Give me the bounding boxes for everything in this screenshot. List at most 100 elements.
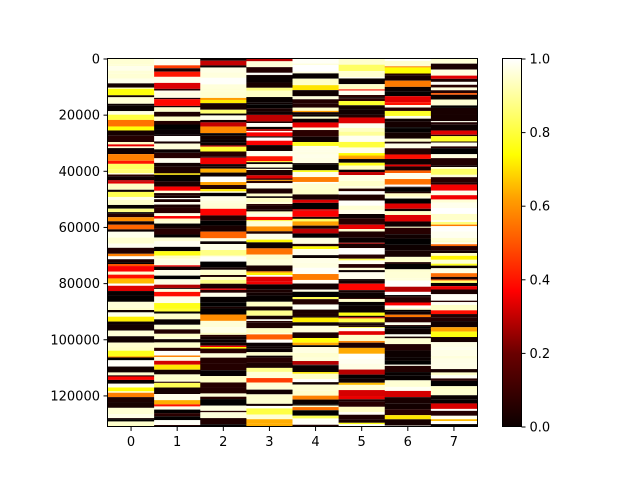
heatmap-cell bbox=[108, 95, 155, 98]
heatmap-cell bbox=[200, 168, 247, 173]
heatmap-cell bbox=[108, 78, 155, 84]
heatmap-cell bbox=[154, 221, 201, 224]
heatmap-cell bbox=[292, 90, 339, 97]
heatmap-cell bbox=[108, 383, 155, 388]
heatmap-cell bbox=[154, 82, 201, 89]
heatmap-cell bbox=[246, 72, 293, 75]
heatmap-cell bbox=[200, 72, 247, 78]
heatmap-cell bbox=[292, 145, 339, 152]
heatmap-cell bbox=[430, 59, 478, 64]
heatmap-cell bbox=[338, 224, 386, 230]
heatmap-cell bbox=[338, 214, 386, 219]
heatmap-cell bbox=[108, 66, 155, 71]
heatmap-cell bbox=[338, 331, 386, 335]
heatmap-cell bbox=[430, 213, 478, 221]
heatmap-cell bbox=[430, 174, 478, 178]
heatmap-cell bbox=[292, 73, 339, 79]
heatmap-cell bbox=[430, 403, 478, 409]
heatmap-cell bbox=[246, 74, 293, 76]
heatmap-cell bbox=[384, 390, 432, 398]
x-tick-label: 1 bbox=[173, 435, 181, 450]
heatmap-cell bbox=[246, 155, 293, 157]
heatmap-cell bbox=[384, 196, 432, 199]
heatmap-cell bbox=[154, 291, 201, 297]
heatmap-cell bbox=[292, 221, 339, 226]
heatmap-cell bbox=[430, 355, 478, 359]
heatmap-cell bbox=[246, 188, 293, 194]
heatmap-cell bbox=[246, 346, 293, 349]
heatmap-cell bbox=[430, 100, 478, 106]
heatmap-cell bbox=[246, 239, 293, 243]
heatmap-cell bbox=[154, 207, 201, 214]
heatmap-cell bbox=[108, 130, 155, 136]
heatmap-cell bbox=[108, 336, 155, 343]
heatmap-cell bbox=[200, 156, 247, 158]
heatmap-cell bbox=[292, 59, 339, 64]
heatmap-cell bbox=[200, 151, 247, 157]
heatmap-cell bbox=[108, 247, 155, 254]
heatmap-cell bbox=[154, 339, 201, 343]
heatmap-cell bbox=[154, 381, 201, 383]
heatmap-cell bbox=[384, 386, 432, 391]
heatmap-cell bbox=[384, 143, 432, 149]
heatmap-cell bbox=[338, 84, 386, 86]
heatmap-cell bbox=[108, 208, 155, 213]
heatmap-cell bbox=[292, 183, 339, 190]
colorbar-tick-label: 0.8 bbox=[530, 126, 551, 141]
heatmap-cell bbox=[338, 205, 386, 210]
heatmap-cell bbox=[292, 342, 339, 346]
heatmap-cell bbox=[430, 167, 478, 169]
heatmap-cell bbox=[200, 109, 247, 114]
heatmap-cell bbox=[246, 226, 293, 232]
heatmap-cell bbox=[246, 357, 293, 363]
heatmap-cell bbox=[246, 328, 293, 334]
heatmap-cell bbox=[246, 136, 293, 138]
heatmap-cell bbox=[246, 216, 293, 221]
heatmap-cell bbox=[384, 244, 432, 251]
heatmap-cell bbox=[108, 70, 155, 74]
heatmap-cell bbox=[200, 208, 247, 216]
heatmap-cell bbox=[108, 414, 155, 419]
heatmap-cell bbox=[154, 95, 201, 98]
heatmap-cell bbox=[246, 221, 293, 227]
heatmap-cell bbox=[338, 248, 386, 255]
heatmap-cell bbox=[108, 291, 155, 296]
heatmap-cell bbox=[430, 349, 478, 356]
heatmap-cell bbox=[154, 88, 201, 91]
heatmap-cell bbox=[154, 92, 201, 96]
heatmap-cell bbox=[108, 135, 155, 142]
heatmap-cell bbox=[108, 366, 155, 373]
heatmap-cell bbox=[292, 337, 339, 343]
heatmap-cell bbox=[338, 369, 386, 375]
heatmap-cell bbox=[108, 142, 155, 145]
heatmap-cell bbox=[384, 75, 432, 81]
heatmap-cell bbox=[108, 229, 155, 232]
heatmap-cell bbox=[430, 154, 478, 159]
heatmap-cell bbox=[292, 410, 339, 416]
heatmap-cell bbox=[246, 362, 293, 368]
heatmap-cell bbox=[200, 77, 247, 85]
heatmap-cell bbox=[292, 246, 339, 250]
heatmap-cell bbox=[108, 189, 155, 192]
y-tick-label: 40000 bbox=[59, 165, 100, 180]
heatmap-cell bbox=[108, 97, 155, 104]
heatmap-cell bbox=[384, 105, 432, 107]
heatmap-cell bbox=[384, 107, 432, 111]
heatmap-cell bbox=[384, 297, 432, 303]
heatmap-cell bbox=[430, 372, 478, 376]
heatmap-cell bbox=[108, 126, 155, 131]
heatmap-cell bbox=[154, 120, 201, 125]
heatmap-cell bbox=[154, 199, 201, 203]
heatmap-cell bbox=[154, 382, 201, 388]
heatmap-cell bbox=[154, 284, 201, 288]
heatmap-cell bbox=[154, 234, 201, 238]
heatmap-cell bbox=[154, 166, 201, 174]
heatmap-cell bbox=[108, 376, 155, 380]
heatmap-cell bbox=[292, 289, 339, 291]
heatmap-cell bbox=[430, 415, 478, 420]
heatmap-cell bbox=[292, 272, 339, 275]
heatmap-cell bbox=[430, 177, 478, 183]
heatmap-cell bbox=[430, 220, 478, 222]
heatmap-cell bbox=[246, 179, 293, 181]
heatmap-cell bbox=[338, 175, 386, 181]
